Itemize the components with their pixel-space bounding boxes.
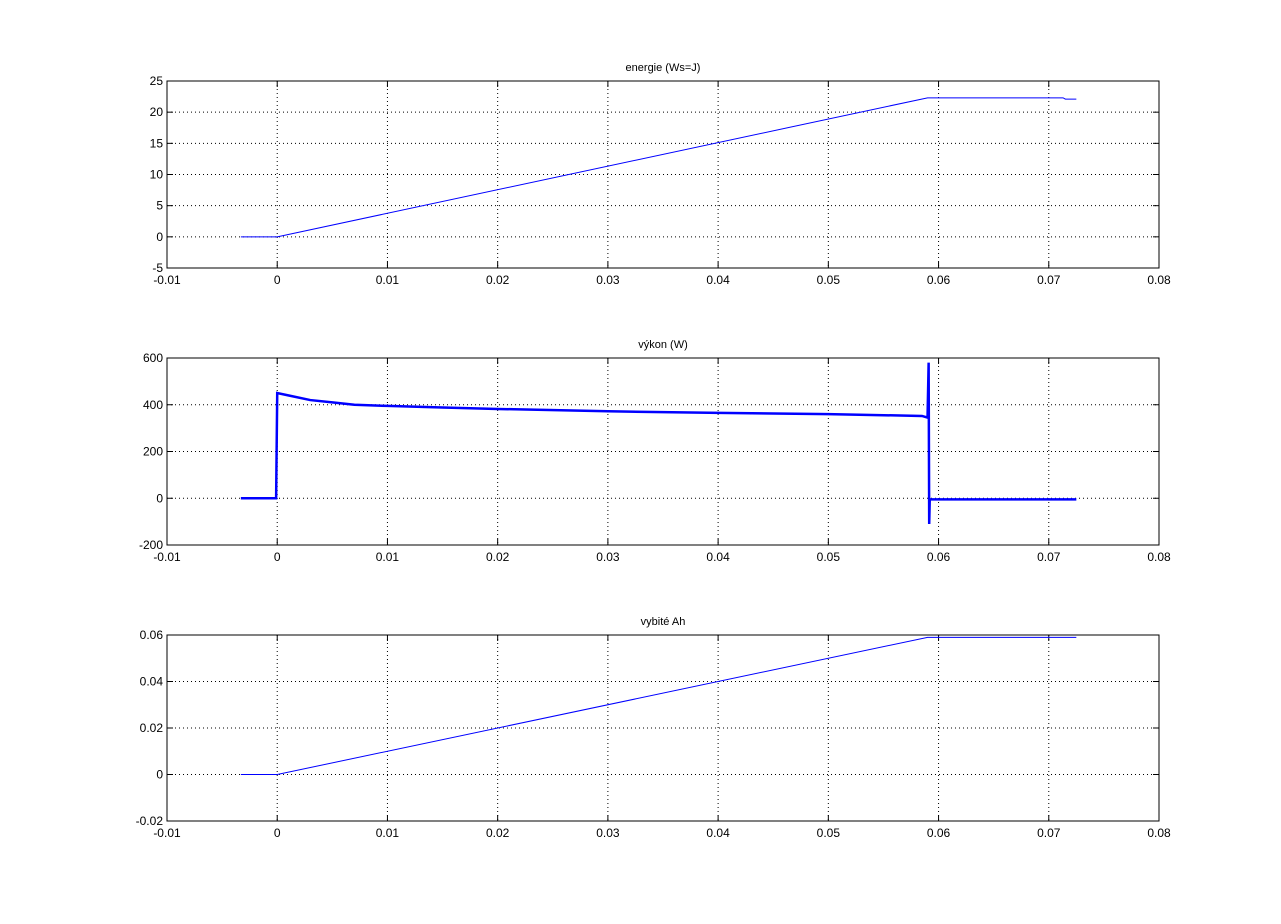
y-tick-label: -200 [139,538,163,552]
y-tick-label: 0 [156,768,163,782]
x-tick-label: 0.07 [1037,273,1061,287]
x-tick-label: -0.01 [153,550,181,564]
data-line [240,362,1077,524]
x-tick-label: 0.08 [1147,273,1171,287]
x-tick-label: 0 [274,826,281,840]
x-tick-label: 0.08 [1147,550,1171,564]
x-tick-label: -0.01 [153,826,181,840]
x-tick-label: 0.07 [1037,550,1061,564]
axes-frame [166,80,1160,269]
y-tick-label: 0 [156,491,163,505]
y-tick-label: 10 [150,168,164,182]
x-tick-label: 0.03 [596,826,620,840]
x-tick-label: 0.05 [817,826,841,840]
axes-frame [166,634,1160,822]
y-tick-label: -5 [152,261,163,275]
x-tick-label: 0.04 [706,273,730,287]
y-tick-label: 20 [150,105,164,119]
y-tick-label: 400 [143,398,163,412]
x-tick-label: 0.02 [486,826,510,840]
x-tick-label: 0.08 [1147,826,1171,840]
y-tick-label: 0.06 [140,628,164,642]
x-tick-label: 0.07 [1037,826,1061,840]
x-tick-label: 0.06 [927,550,951,564]
y-tick-label: 600 [143,351,163,365]
x-tick-label: 0 [274,273,281,287]
chart-title: výkon (W) [638,339,688,351]
x-tick-label: 0.03 [596,273,620,287]
x-tick-label: 0.01 [376,273,400,287]
x-tick-label: 0.06 [927,826,951,840]
x-tick-label: 0 [274,550,281,564]
x-tick-label: 0.06 [927,273,951,287]
x-tick-label: 0.02 [486,550,510,564]
y-tick-label: 0.04 [140,675,164,689]
y-tick-label: 0 [156,230,163,244]
x-tick-label: 0.02 [486,273,510,287]
x-tick-label: -0.01 [153,273,181,287]
x-tick-label: 0.03 [596,550,620,564]
y-tick-label: 200 [143,445,163,459]
x-tick-label: 0.04 [706,550,730,564]
x-tick-label: 0.04 [706,826,730,840]
y-tick-label: -0.02 [136,814,164,828]
y-tick-label: 0.02 [140,721,164,735]
chart-title: vybité Ah [641,616,686,628]
x-tick-label: 0.05 [817,550,841,564]
data-line [240,97,1077,238]
x-tick-label: 0.01 [376,550,400,564]
y-tick-label: 15 [150,136,164,150]
data-line [240,636,1077,775]
x-tick-label: 0.01 [376,826,400,840]
x-tick-label: 0.05 [817,273,841,287]
y-tick-label: 5 [156,199,163,213]
y-tick-label: 25 [150,74,164,88]
chart-title: energie (Ws=J) [626,62,701,74]
axes-frame [166,357,1160,546]
